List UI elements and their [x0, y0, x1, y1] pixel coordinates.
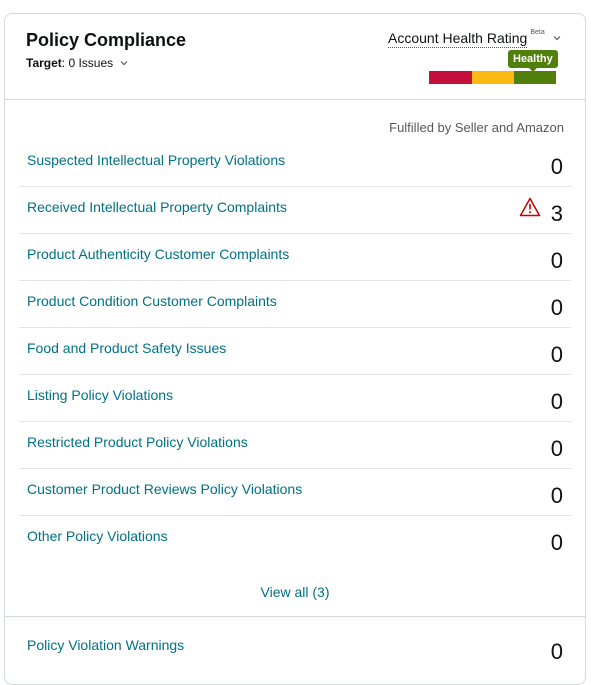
card-header: Policy Compliance Target : 0 Issues Acco… — [5, 14, 585, 100]
warnings-value: 0 — [550, 639, 563, 664]
metric-link[interactable]: Listing Policy Violations — [27, 387, 174, 403]
metric-row: Restricted Product Policy Violations 0 — [19, 422, 571, 469]
policy-compliance-card: Policy Compliance Target : 0 Issues Acco… — [4, 13, 586, 685]
warning-icon — [519, 197, 541, 217]
metric-row: Product Authenticity Customer Complaints… — [19, 234, 571, 281]
policy-violation-warnings-link[interactable]: Policy Violation Warnings — [27, 637, 185, 653]
view-all-link[interactable]: View all (3) — [260, 584, 330, 600]
metric-value: 0 — [550, 248, 563, 273]
metric-link[interactable]: Suspected Intellectual Property Violatio… — [27, 152, 286, 168]
metric-row: Suspected Intellectual Property Violatio… — [19, 140, 571, 187]
metric-link[interactable]: Customer Product Reviews Policy Violatio… — [27, 481, 303, 497]
account-health-rating-dropdown[interactable]: Account Health Rating Beta — [388, 29, 561, 48]
account-health-rating-label: Account Health Rating — [388, 30, 528, 48]
chevron-down-icon — [553, 36, 561, 41]
column-header: Fulfilled by Seller and Amazon — [389, 120, 564, 135]
metric-value: 0 — [550, 530, 563, 555]
health-status-badge: Healthy — [508, 50, 558, 72]
metric-value: 0 — [550, 154, 563, 179]
metrics-list: Suspected Intellectual Property Violatio… — [19, 140, 571, 563]
health-bar-poor — [429, 71, 472, 84]
beta-badge: Beta — [530, 29, 545, 36]
health-bar-at-risk — [472, 71, 514, 84]
target-value: : 0 Issues — [61, 56, 114, 70]
warnings-row: Policy Violation Warnings 0 — [19, 617, 571, 685]
metric-value: 0 — [550, 342, 563, 367]
chevron-down-icon — [120, 61, 128, 66]
target-label: Target — [26, 56, 62, 70]
metric-link[interactable]: Other Policy Violations — [27, 528, 168, 544]
metric-row: Customer Product Reviews Policy Violatio… — [19, 469, 571, 516]
metric-row: Product Condition Customer Complaints 0 — [19, 281, 571, 328]
metric-row: Listing Policy Violations 0 — [19, 375, 571, 422]
metric-link[interactable]: Received Intellectual Property Complaint… — [27, 199, 287, 215]
metric-link[interactable]: Restricted Product Policy Violations — [27, 434, 248, 450]
metric-value: 0 — [550, 483, 563, 508]
card-title: Policy Compliance — [26, 30, 187, 50]
metric-value: 0 — [550, 389, 563, 414]
metric-link[interactable]: Product Condition Customer Complaints — [27, 293, 277, 309]
target-dropdown[interactable]: Target : 0 Issues — [26, 56, 128, 70]
metric-row: Received Intellectual Property Complaint… — [19, 187, 571, 234]
metric-value: 0 — [550, 436, 563, 461]
health-bar-healthy — [514, 71, 556, 84]
metric-link[interactable]: Food and Product Safety Issues — [27, 340, 227, 356]
divider — [5, 616, 585, 617]
metric-value: 3 — [550, 201, 563, 226]
metric-row: Other Policy Violations 0 — [19, 516, 571, 563]
metric-row: Food and Product Safety Issues 0 — [19, 328, 571, 375]
metric-value: 0 — [550, 295, 563, 320]
metric-link[interactable]: Product Authenticity Customer Complaints — [27, 246, 290, 262]
